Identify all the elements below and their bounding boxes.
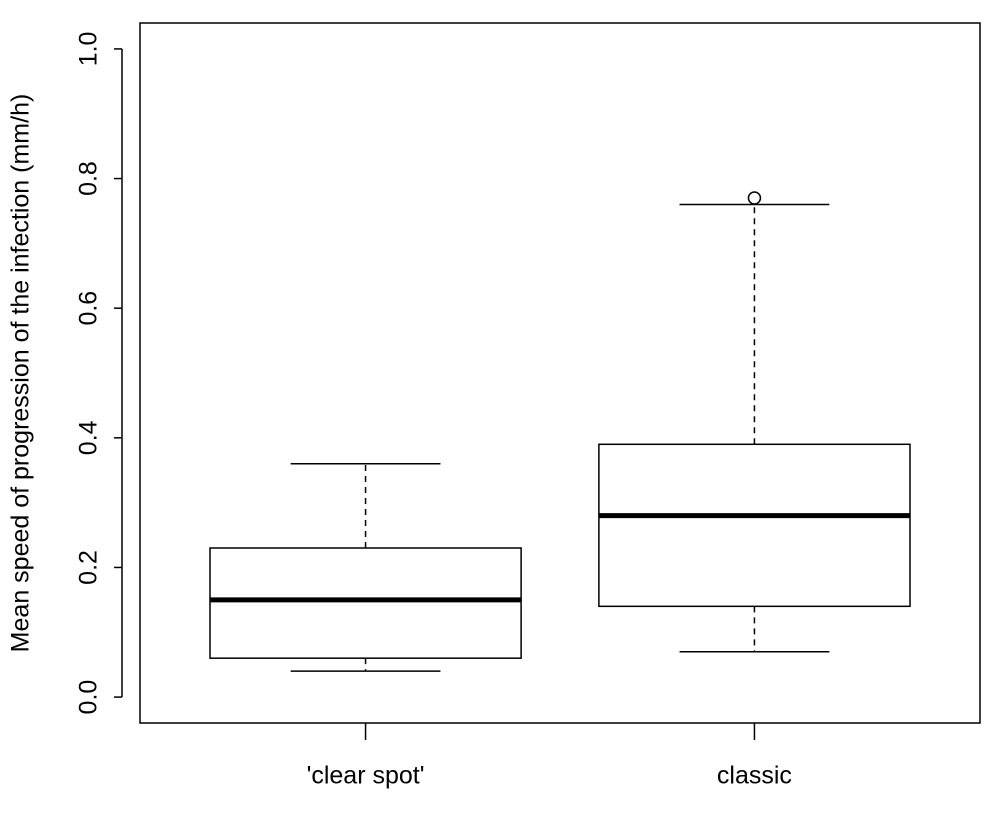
y-tick-label: 0.6: [75, 291, 103, 326]
box: [209, 547, 522, 659]
y-axis-label: Mean speed of progression of the infecti…: [7, 94, 35, 653]
plot-frame: [139, 22, 981, 724]
x-tick-label: classic: [717, 762, 792, 790]
y-tick-label: 0.0: [75, 680, 103, 715]
y-tick-label: 1.0: [75, 32, 103, 67]
y-tick-label: 0.4: [75, 420, 103, 455]
outlier: [747, 191, 762, 205]
x-tick-label: 'clear spot': [307, 762, 425, 790]
y-tick-label: 0.2: [75, 550, 103, 585]
box: [598, 443, 911, 608]
y-tick-label: 0.8: [75, 161, 103, 196]
